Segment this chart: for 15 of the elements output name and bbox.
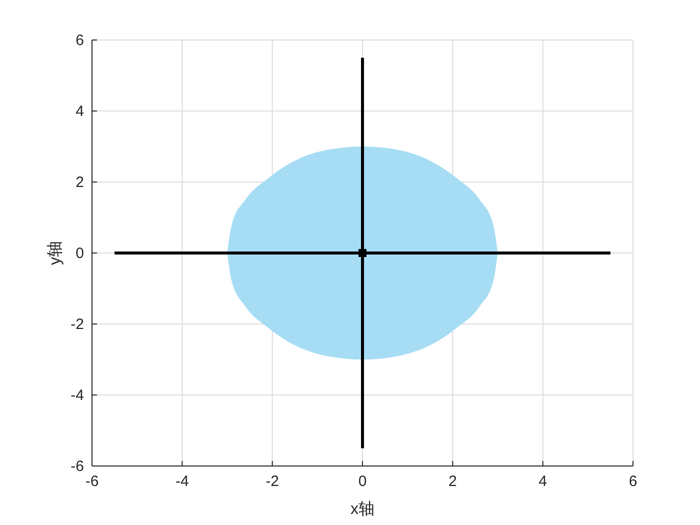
x-tick-label: -2 — [266, 473, 280, 490]
x-axis-title: x轴 — [350, 500, 374, 518]
y-tick-label: 0 — [76, 245, 84, 262]
x-tick-label: -4 — [175, 473, 189, 490]
x-tick-label: 2 — [448, 473, 457, 490]
x-tick-label: 0 — [358, 473, 367, 490]
x-tick-label: 4 — [538, 473, 548, 490]
y-tick-label: -4 — [70, 387, 84, 404]
x-tick-label: 6 — [628, 473, 638, 490]
y-tick-label: 2 — [76, 174, 84, 191]
y-tick-label: 6 — [76, 32, 84, 49]
y-tick-label: -6 — [70, 458, 84, 475]
y-axis-title: y轴 — [46, 241, 64, 265]
y-tick-label: 4 — [76, 103, 84, 120]
y-tick-label: -2 — [70, 316, 84, 333]
